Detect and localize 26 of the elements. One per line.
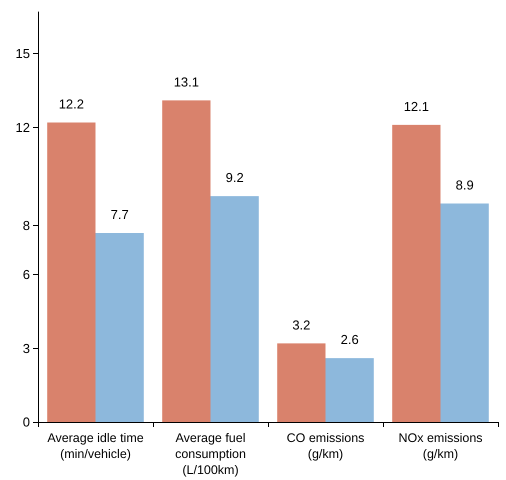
- data-label: 13.1: [174, 74, 200, 90]
- y-tick-label: 3: [22, 340, 30, 356]
- data-label: 12.2: [58, 96, 84, 112]
- x-tick-label: NOx emissions (g/km): [398, 431, 483, 461]
- bar: [392, 124, 440, 422]
- x-tick-label: CO emissions (g/km): [286, 431, 364, 461]
- y-tick-label: 6: [22, 267, 30, 282]
- y-tick-label: 15: [16, 46, 30, 62]
- y-tick-label: 12: [16, 120, 30, 135]
- data-label: 8.9: [456, 177, 474, 192]
- y-tick-label: 8: [22, 218, 30, 234]
- bar: [96, 232, 144, 422]
- bar: [47, 122, 96, 422]
- x-tick-label: Average idle time (min/vehicle): [47, 431, 144, 461]
- bar: [277, 343, 326, 422]
- y-tick-label: 0: [22, 414, 30, 430]
- x-tick-label: Average fuel consumption (L/100km): [175, 431, 246, 477]
- bar: [210, 196, 259, 422]
- bar: [162, 100, 210, 422]
- bar: [440, 203, 489, 422]
- data-label: 3.2: [292, 317, 310, 332]
- data-label: 7.7: [110, 206, 129, 222]
- data-label: 2.6: [340, 332, 359, 348]
- data-label: 12.1: [404, 98, 430, 114]
- data-label: 9.2: [226, 170, 244, 186]
- bar: [326, 358, 374, 422]
